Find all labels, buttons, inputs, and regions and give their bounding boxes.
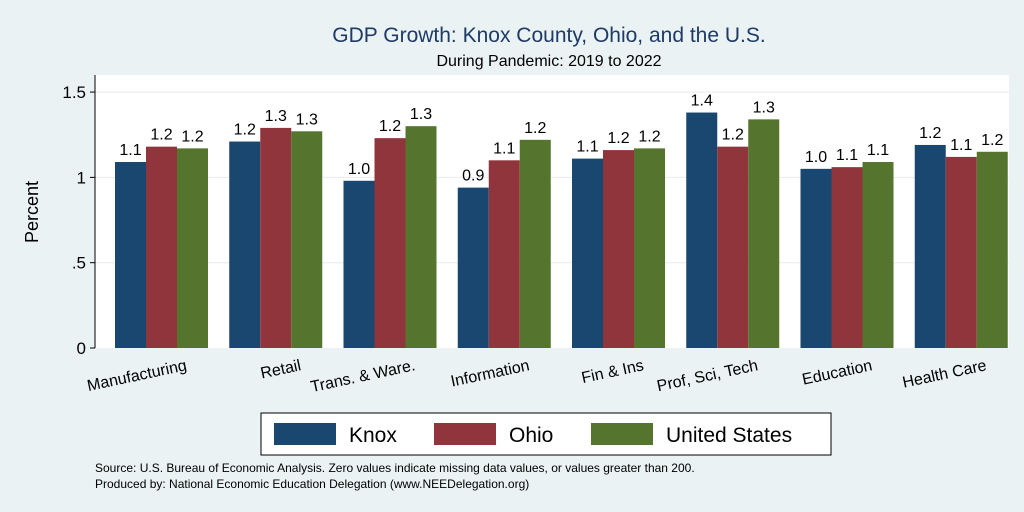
bar: [976, 151, 1008, 348]
produced-by-note: Produced by: National Economic Education…: [95, 477, 529, 491]
bar: [260, 127, 292, 348]
bar: [291, 131, 323, 348]
bar-value-label: 1.2: [638, 128, 660, 145]
bar: [831, 167, 863, 348]
bar-value-label: 1.2: [524, 120, 546, 137]
bar: [634, 148, 665, 348]
bar-value-label: 0.9: [462, 168, 484, 185]
legend-swatch: [591, 423, 653, 445]
bar-value-label: 1.2: [919, 125, 941, 142]
bar: [488, 160, 520, 348]
chart-title: GDP Growth: Knox County, Ohio, and the U…: [332, 24, 765, 47]
bar-value-label: 1.1: [119, 142, 141, 159]
bar: [862, 162, 894, 348]
bar: [146, 146, 177, 348]
bar: [603, 150, 634, 348]
x-tick-label: Education: [801, 357, 874, 388]
legend-label: Knox: [349, 424, 397, 447]
y-tick-label: 1.5: [62, 83, 86, 102]
bar-value-label: 1.2: [181, 128, 203, 145]
x-axis-labels: Manufacturing Retail Trans. & Ware. Informa…: [86, 357, 989, 396]
y-tick-label: 1: [77, 168, 86, 187]
bar: [748, 119, 780, 348]
bar: [717, 146, 749, 348]
bar-value-label: 1.2: [722, 127, 744, 144]
bar-value-label: 1.2: [607, 130, 629, 147]
bar: [115, 162, 146, 348]
bar-value-label: 1.0: [805, 149, 827, 166]
legend-swatch: [434, 423, 496, 445]
x-tick-label: Prof, Sci, Tech: [655, 357, 759, 395]
x-tick-label: Retail: [259, 357, 303, 382]
bar-value-label: 1.2: [234, 122, 256, 139]
bar: [686, 112, 718, 348]
bar-value-label: 1.3: [296, 111, 318, 128]
bars: [115, 112, 1008, 348]
bar: [572, 158, 603, 348]
y-tick-label: .5: [72, 254, 86, 273]
bar: [177, 148, 208, 348]
bar-value-label: 1.1: [493, 140, 515, 157]
chart-subtitle: During Pandemic: 2019 to 2022: [436, 53, 661, 70]
bar-value-label: 1.3: [265, 108, 287, 125]
source-note: Source: U.S. Bureau of Economic Analysis…: [95, 461, 695, 475]
bar-value-label: 1.1: [576, 139, 598, 156]
bar: [229, 141, 261, 348]
bar-value-label: 1.1: [950, 137, 972, 154]
x-tick-label: Health Care: [901, 357, 988, 391]
bar-value-label: 1.0: [348, 161, 370, 178]
bar-value-label: 1.2: [150, 127, 172, 144]
bar: [405, 126, 437, 348]
legend-box: [260, 412, 832, 456]
legend-label: Ohio: [509, 424, 553, 447]
bar-value-label: 1.4: [691, 93, 713, 110]
bar-value-label: 1.3: [410, 106, 432, 123]
x-tick-label: Fin & Ins: [580, 357, 645, 387]
legend: Knox Ohio United States: [260, 412, 832, 456]
legend-label: United States: [666, 424, 792, 447]
bar: [914, 144, 946, 348]
y-axis-label: Percent: [22, 181, 42, 243]
bar-value-label: 1.2: [981, 132, 1003, 149]
bar: [457, 187, 489, 348]
y-tick-label: 0: [77, 339, 86, 358]
bar-value-label: 1.3: [753, 99, 775, 116]
x-tick-label: Trans. & Ware.: [309, 357, 417, 396]
y-axis-ticks: 0 .5 1 1.5: [62, 83, 95, 358]
legend-swatch: [274, 423, 336, 445]
bar-value-label: 1.2: [379, 118, 401, 135]
x-tick-label: Information: [449, 357, 531, 390]
bar-value-label: 1.1: [836, 147, 858, 164]
bar: [519, 139, 551, 348]
bar-value-label: 1.1: [867, 142, 889, 159]
bar: [374, 138, 406, 348]
bar: [800, 168, 832, 348]
bar: [343, 180, 375, 348]
x-tick-label: Manufacturing: [86, 357, 189, 395]
bar: [945, 156, 977, 348]
data-labels: 1.1 1.2 1.2 1.2 1.3 1.3 1.0 1.2 1.3 0.9 1.1 1.2 1.1 1…: [119, 93, 1003, 185]
